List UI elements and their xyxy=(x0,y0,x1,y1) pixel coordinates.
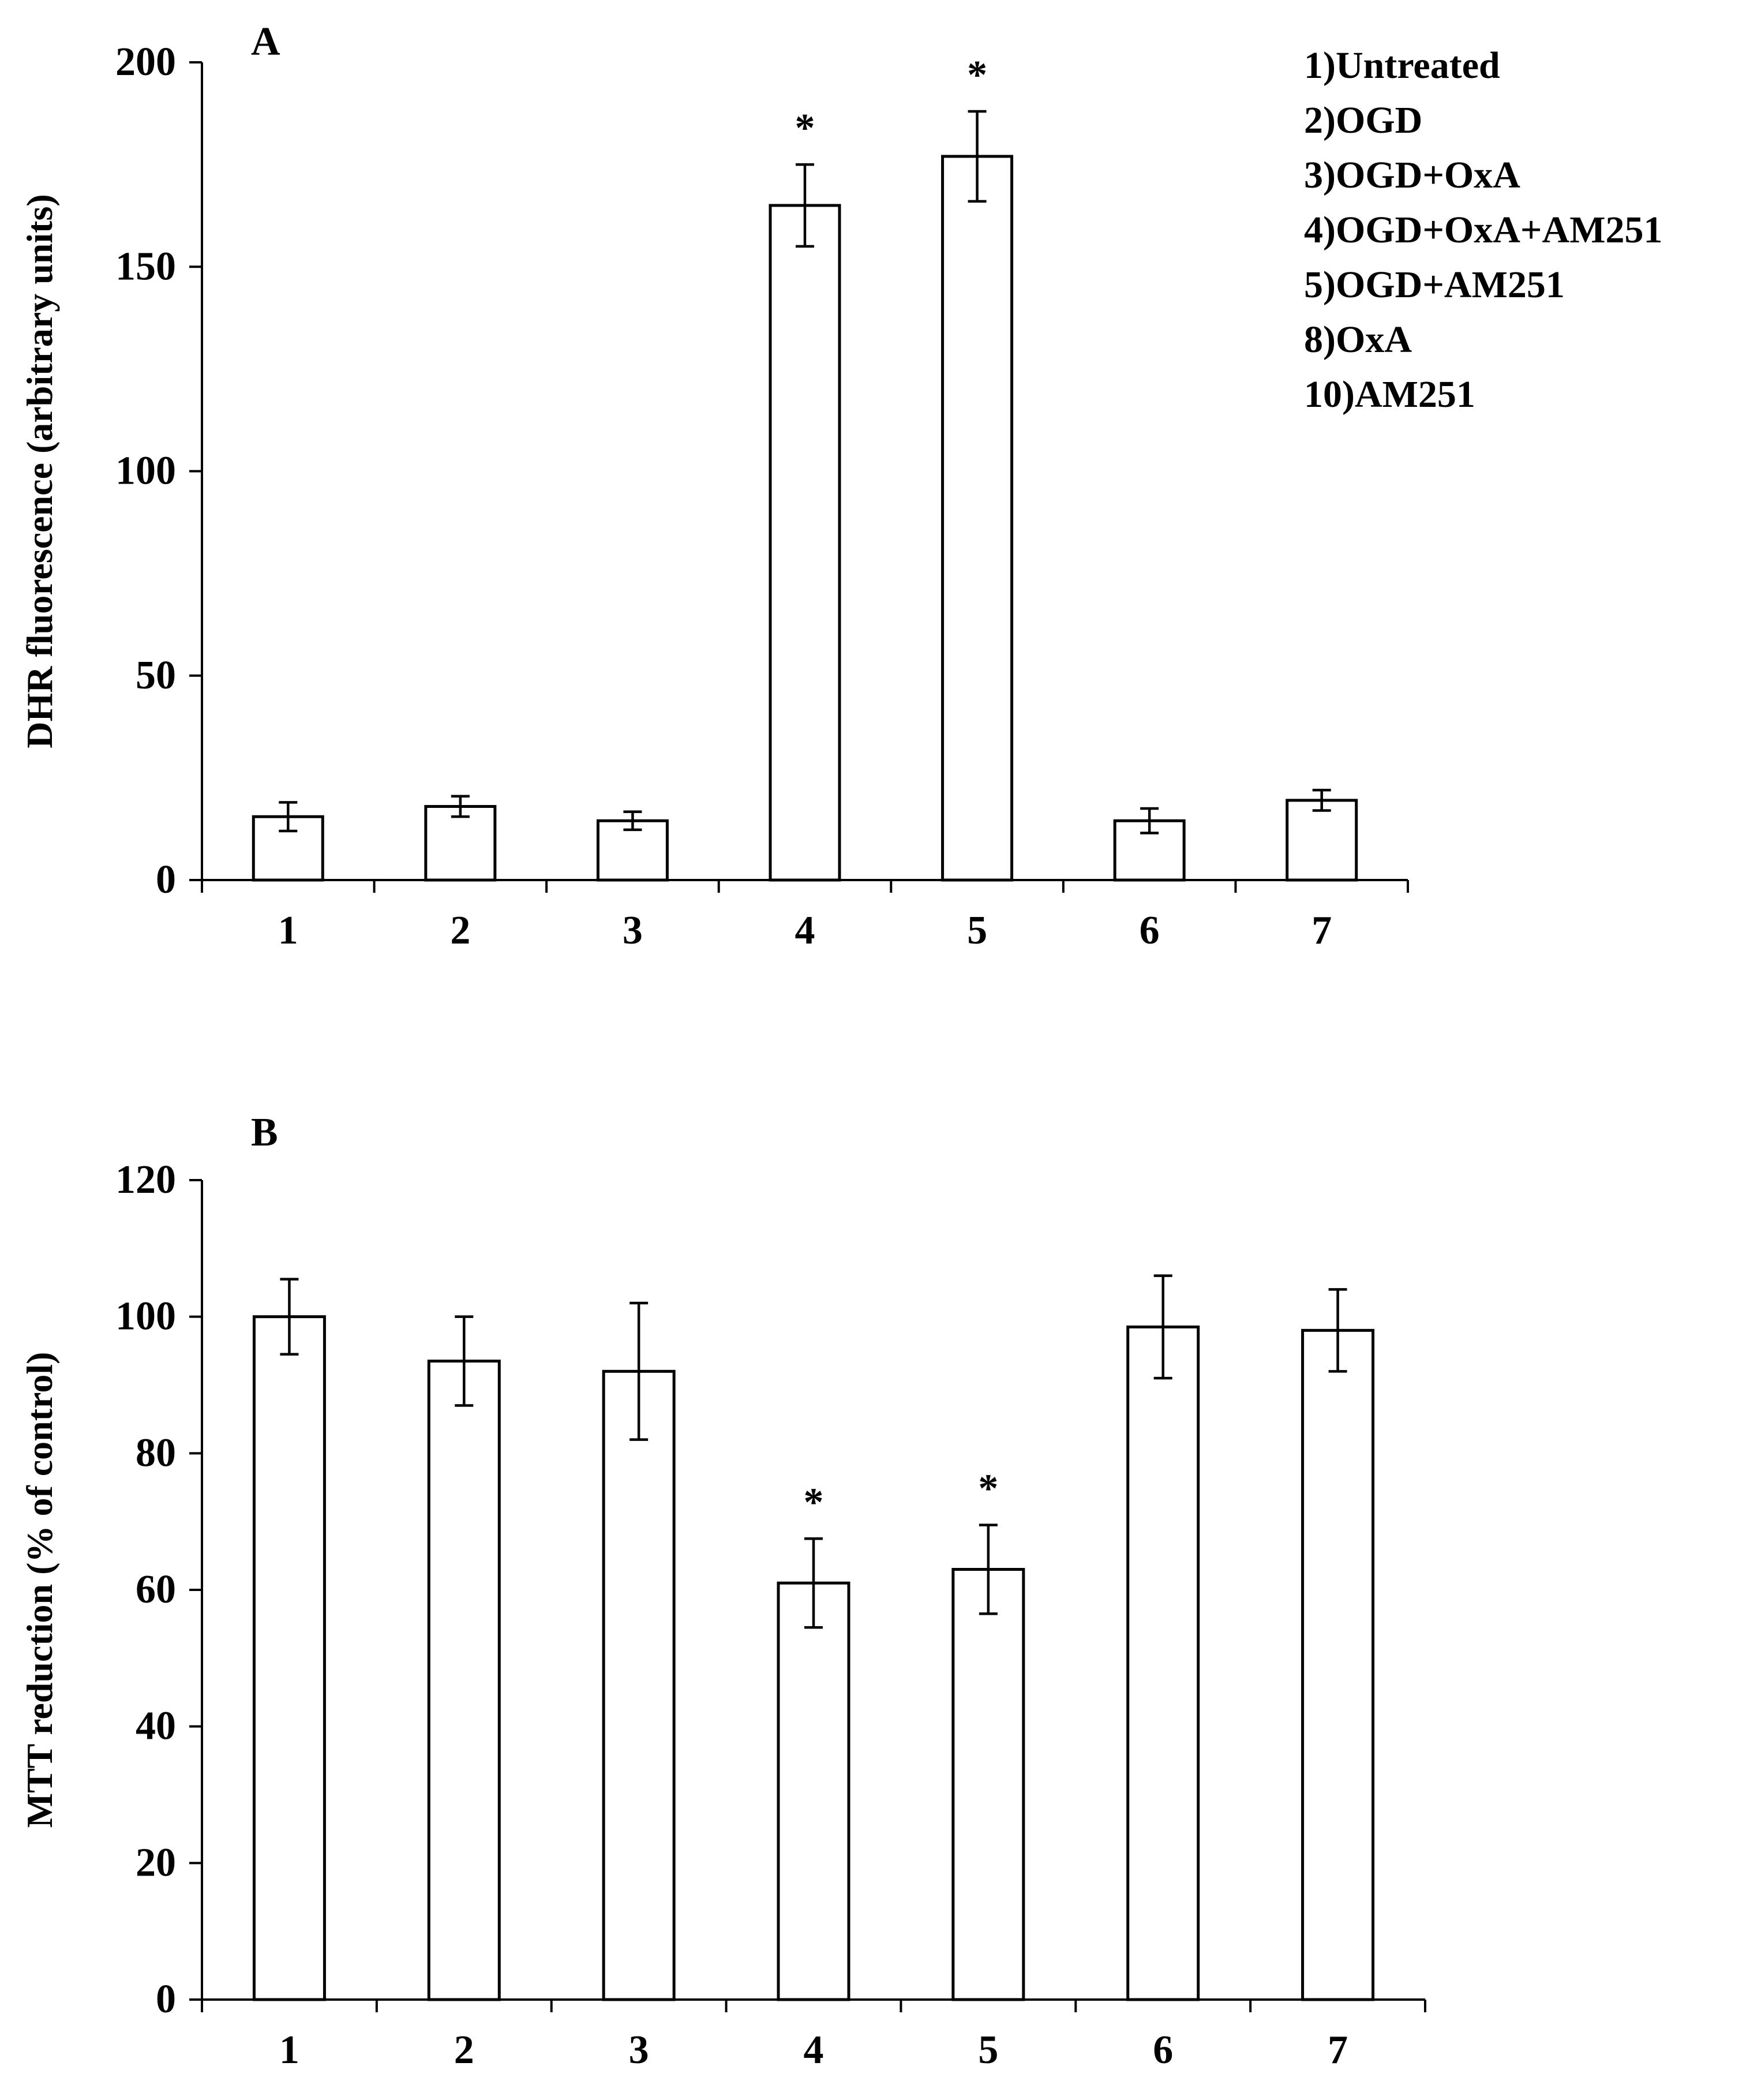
panel-b-chart: 0 20 40 60 80 100 120 1 2 3 4 * 5 * 6 7 B MTT reduction (… xyxy=(19,1110,1426,2072)
y-tick-label: 40 xyxy=(136,1704,176,1749)
y-tick-label: 20 xyxy=(136,1840,176,1885)
panel-label: B xyxy=(251,1110,278,1155)
y-tick-label: 60 xyxy=(136,1567,176,1612)
y-tick-label: 50 xyxy=(136,653,176,698)
y-tick-label: 100 xyxy=(115,449,176,493)
legend-entry: 1)Untreated xyxy=(1304,44,1500,87)
bar xyxy=(602,1369,676,2001)
x-tick-label: 4 xyxy=(795,908,815,953)
bar xyxy=(427,1360,501,2001)
legend-entry: 5)OGD+AM251 xyxy=(1304,264,1565,306)
x-tick-label: 5 xyxy=(978,2028,998,2072)
bar xyxy=(1126,1325,1200,2001)
significance-star: * xyxy=(967,53,987,98)
bar xyxy=(941,155,1014,882)
bar xyxy=(252,1315,326,2001)
bar xyxy=(1286,799,1358,882)
y-tick-label: 80 xyxy=(136,1431,176,1475)
legend-entry: 4)OGD+OxA+AM251 xyxy=(1304,209,1663,251)
bar xyxy=(777,1581,850,2001)
legend-entry: 2)OGD xyxy=(1304,99,1422,141)
y-tick-label: 120 xyxy=(115,1158,176,1202)
x-tick-label: 7 xyxy=(1311,908,1332,953)
bar xyxy=(1301,1328,1375,2001)
bar xyxy=(769,204,841,882)
y-axis-title: DHR fluorescence (arbitrary units) xyxy=(19,194,60,748)
x-tick-label: 4 xyxy=(804,2028,824,2072)
x-tick-label: 6 xyxy=(1140,908,1160,953)
significance-star: * xyxy=(795,106,815,151)
y-tick-label: 200 xyxy=(115,40,176,84)
y-tick-label: 100 xyxy=(115,1294,176,1339)
y-tick-label: 0 xyxy=(156,858,176,902)
legend-entry: 10)AM251 xyxy=(1304,373,1475,415)
x-tick-label: 2 xyxy=(450,908,470,953)
x-tick-label: 3 xyxy=(623,908,643,953)
panel-label: A xyxy=(251,20,280,64)
x-tick-label: 1 xyxy=(278,908,298,953)
legend-entry: 8)OxA xyxy=(1304,319,1412,361)
legend-entry: 3)OGD+OxA xyxy=(1304,154,1520,196)
bar xyxy=(951,1568,1025,2001)
y-tick-label: 0 xyxy=(156,1977,176,2022)
panel-a-chart: 0 50 100 150 200 1 2 3 4 * 5 * 6 7 A DHR fluorescence (… xyxy=(19,20,1663,953)
x-tick-label: 1 xyxy=(279,2028,299,2072)
x-tick-label: 5 xyxy=(967,908,987,953)
x-tick-label: 6 xyxy=(1153,2028,1173,2072)
y-axis-title: MTT reduction (% of control) xyxy=(19,1352,60,1828)
x-tick-label: 7 xyxy=(1328,2028,1348,2072)
x-tick-label: 2 xyxy=(454,2028,474,2072)
significance-star: * xyxy=(804,1480,824,1525)
x-tick-label: 3 xyxy=(629,2028,649,2072)
y-tick-label: 150 xyxy=(115,244,176,289)
significance-star: * xyxy=(978,1467,998,1511)
